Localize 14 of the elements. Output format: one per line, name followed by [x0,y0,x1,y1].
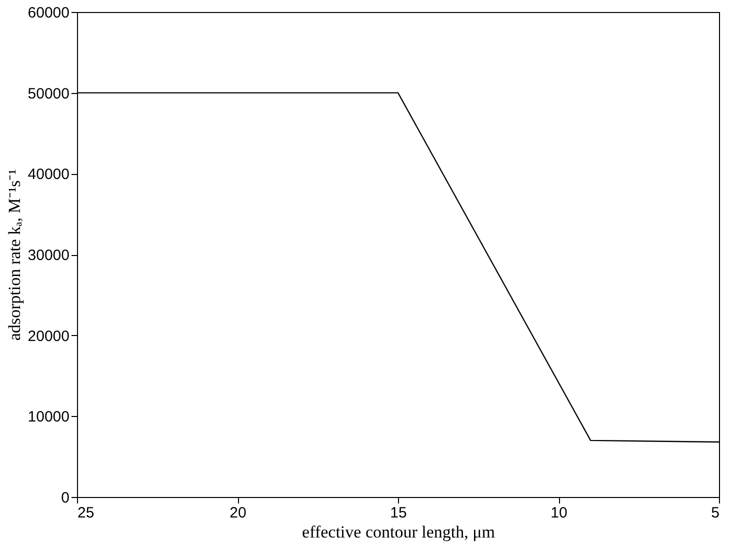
y-tick-label: 10000 [28,408,70,426]
y-tick-label: 30000 [28,247,70,264]
y-tick-label: 60000 [28,4,70,22]
x-tick-label: 5 [711,504,720,522]
x-tick-label: 25 [78,504,94,522]
y-tick-label: 50000 [28,85,70,102]
y-tick-label: 20000 [28,328,70,345]
x-tick-label: 15 [390,504,407,522]
x-tick-label: 20 [230,504,246,522]
x-axis-title: effective contour length, μm [302,522,495,542]
y-axis-title: adsorption rate kₐ, M⁻¹s⁻¹ [4,169,24,341]
x-tick-label: 10 [550,504,568,522]
y-tick-label: 0 [61,490,70,506]
y-tick-label: 40000 [28,166,70,184]
